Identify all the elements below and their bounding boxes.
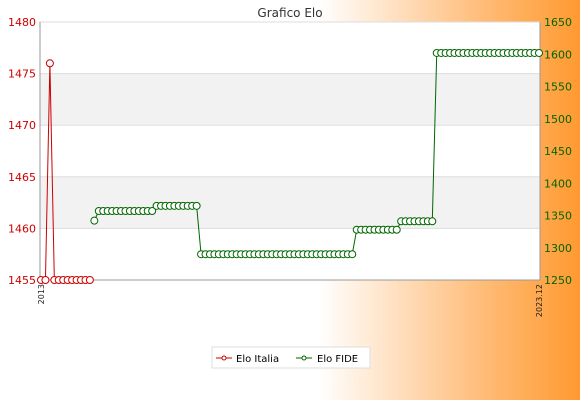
point-elo-fide	[192, 201, 201, 210]
point-elo-fide	[535, 48, 543, 57]
legend-marker-elo-fide	[301, 355, 307, 361]
point-elo-fide	[148, 206, 157, 215]
legend-label-elo-italia: Elo Italia	[236, 354, 279, 365]
legend-marker-elo-italia	[221, 355, 227, 361]
point-elo-italia	[41, 276, 50, 284]
right-axis: 1250 1300 1350 1400 1450 1500 1550 1600 1650	[539, 16, 572, 287]
point-elo-fide	[428, 217, 437, 226]
right-tick-label: 1250	[544, 274, 572, 287]
left-axis: 1455 1460 1465 1470 1475 1480	[8, 16, 41, 287]
right-tick-label: 1600	[544, 48, 572, 61]
left-tick-label: 1465	[8, 171, 36, 184]
right-tick-label: 1300	[544, 242, 572, 255]
left-tick-label: 1480	[8, 16, 36, 29]
legend-item-elo-fide[interactable]: Elo FIDE	[296, 354, 358, 365]
point-elo-italia	[85, 276, 94, 284]
left-tick-label: 1470	[8, 119, 36, 132]
grid-band	[40, 176, 540, 229]
x-axis: 2013 2023.12	[37, 279, 544, 317]
point-elo-fide	[392, 225, 401, 234]
left-tick-label: 1460	[8, 222, 36, 235]
plot-area	[39, 21, 541, 281]
right-tick-label: 1350	[544, 210, 572, 223]
legend-label-elo-fide: Elo FIDE	[317, 354, 358, 365]
legend-box	[211, 346, 371, 369]
left-tick-label: 1475	[8, 68, 36, 81]
x-tick-label-last: 2023.12	[535, 284, 544, 317]
legend-item-elo-italia[interactable]: Elo Italia	[216, 354, 279, 365]
point-elo-italia	[45, 59, 54, 68]
left-tick-label: 1455	[8, 274, 36, 287]
point-elo-fide	[348, 250, 357, 259]
grid-band	[40, 73, 540, 126]
right-tick-label: 1500	[544, 113, 572, 126]
point-elo-fide	[90, 216, 99, 225]
right-tick-label: 1550	[544, 81, 572, 94]
right-tick-label: 1400	[544, 177, 572, 190]
plot-frame	[39, 21, 541, 281]
chart-title: Grafico Elo	[257, 6, 322, 20]
right-tick-label: 1650	[544, 16, 572, 29]
x-tick-label-first: 2013	[37, 284, 46, 304]
legend: Elo Italia Elo FIDE	[211, 346, 371, 369]
right-tick-label: 1450	[544, 145, 572, 158]
series-layer	[37, 48, 543, 284]
